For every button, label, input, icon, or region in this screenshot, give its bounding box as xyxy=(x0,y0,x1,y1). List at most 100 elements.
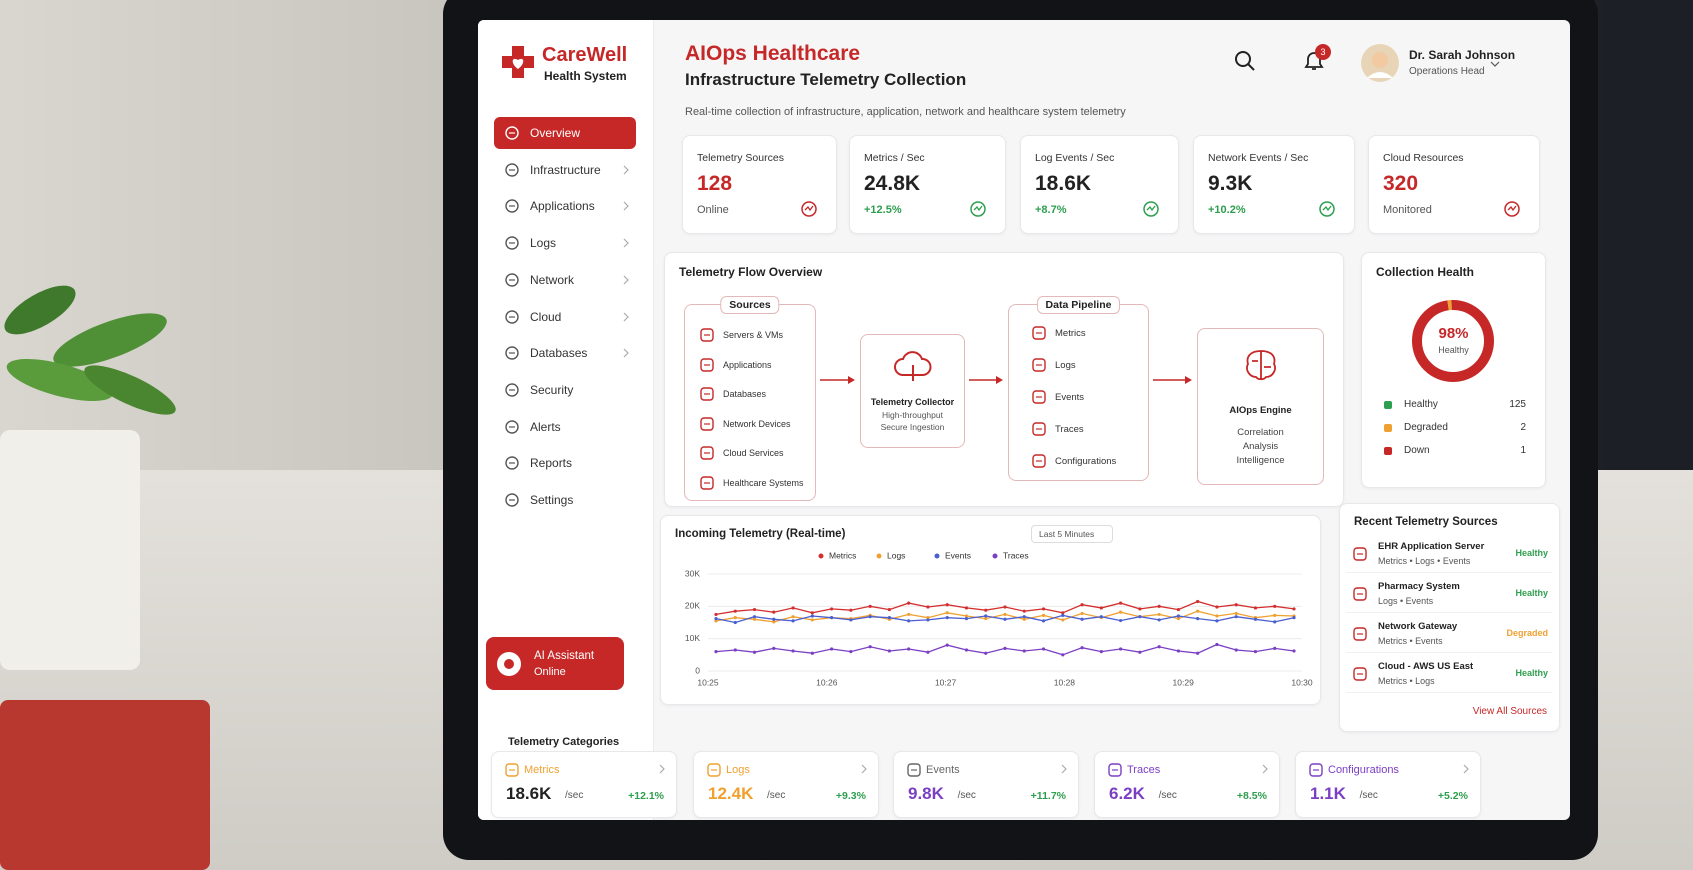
icon-shape xyxy=(1108,763,1122,777)
chevron xyxy=(623,165,629,175)
plant-pot xyxy=(0,430,140,670)
series-point xyxy=(1196,651,1200,655)
recent-row[interactable]: Network Gateway Metrics • Events Degraded xyxy=(1346,616,1552,653)
kpi-icon xyxy=(801,201,817,217)
engine-box: AIOps Engine Correlation Analysis Intellige… xyxy=(1197,328,1324,485)
recent-panel: Recent Telemetry Sources EHR Application … xyxy=(1339,503,1560,732)
recent-name: Pharmacy System xyxy=(1378,581,1460,592)
engine-line: Correlation xyxy=(1237,427,1284,438)
notebook xyxy=(0,700,210,870)
view-all-link[interactable]: View All Sources xyxy=(1472,706,1547,717)
series-point xyxy=(714,619,718,623)
nav-item[interactable]: Logs xyxy=(494,227,636,259)
series-point xyxy=(887,649,891,653)
recent-name: Network Gateway xyxy=(1378,621,1458,632)
x-tick-label: 10:26 xyxy=(816,677,838,687)
health-percent: 98% xyxy=(1438,325,1469,342)
user-role: Operations Head xyxy=(1409,66,1485,77)
ai-icon xyxy=(497,652,521,676)
series-point xyxy=(964,617,969,621)
series-point xyxy=(791,619,795,623)
icon-shape xyxy=(1353,667,1367,681)
nav-label: Applications xyxy=(530,199,595,214)
category-icon xyxy=(907,763,921,777)
category-card: Configurations 1.1K/sec +5.2% xyxy=(1295,751,1481,818)
chevron-shape xyxy=(1463,764,1469,774)
nav-label: Logs xyxy=(530,236,557,251)
series-point xyxy=(714,617,718,621)
series-point xyxy=(1041,619,1046,623)
series-point xyxy=(1119,647,1123,651)
nav-label: Security xyxy=(530,382,574,397)
recent-row[interactable]: Cloud - AWS US East Metrics • Logs Healthy xyxy=(1346,656,1552,693)
source-label: Servers & VMs xyxy=(723,330,784,340)
legend-count: 1 xyxy=(1520,445,1526,456)
source-label: Applications xyxy=(723,359,772,370)
range-select[interactable]: Last 5 Minutes xyxy=(1031,525,1114,543)
nav-item[interactable]: Network xyxy=(494,264,636,296)
series-point xyxy=(1041,613,1046,617)
kpi-value: 18.6K xyxy=(1035,172,1092,195)
nav-icon xyxy=(505,273,519,287)
source-icon xyxy=(700,475,714,490)
category-name: Metrics xyxy=(524,764,560,776)
series-point xyxy=(1138,607,1142,611)
nav-item[interactable]: Settings xyxy=(494,484,636,516)
recent-icon xyxy=(1353,667,1367,681)
plant xyxy=(4,285,176,415)
series-point xyxy=(752,615,757,619)
icon-shape xyxy=(707,763,721,777)
header-subtitle: Infrastructure Telemetry Collection xyxy=(685,70,967,89)
series-point xyxy=(810,651,814,655)
icon-shape xyxy=(1032,390,1046,404)
recent-status: Healthy xyxy=(1515,548,1548,558)
x-tick-label: 10:29 xyxy=(1173,677,1195,687)
series-point xyxy=(791,649,795,653)
recent-name: EHR Application Server xyxy=(1378,541,1485,552)
icon-shape xyxy=(700,475,714,490)
kpi-icon-shape xyxy=(804,205,814,212)
nav-label: Overview xyxy=(530,126,581,140)
icon-shape xyxy=(1032,422,1046,436)
chevron-shape xyxy=(659,764,665,774)
chevron xyxy=(659,764,665,774)
avatar xyxy=(1361,44,1399,82)
nav-icon xyxy=(505,456,519,470)
source-label: Databases xyxy=(723,389,767,399)
series-point xyxy=(1215,642,1219,647)
series-point xyxy=(984,651,988,655)
categories-title: Telemetry Categories xyxy=(508,736,620,748)
series-point xyxy=(810,618,814,622)
recent-row[interactable]: Pharmacy System Logs • Events Healthy xyxy=(1346,576,1552,613)
nav-item[interactable]: Databases xyxy=(494,337,636,369)
nav-item[interactable]: Applications xyxy=(494,190,636,222)
series-point xyxy=(733,609,737,613)
nav-icon xyxy=(505,493,519,507)
series-point xyxy=(1176,649,1180,653)
nav-item[interactable]: Security xyxy=(494,374,636,406)
nav-item[interactable]: Cloud xyxy=(494,301,636,333)
category-change: +8.5% xyxy=(1236,790,1267,802)
series-point xyxy=(849,650,853,654)
series-point xyxy=(1003,612,1007,617)
nav-item[interactable]: Alerts xyxy=(494,411,636,443)
category-icon xyxy=(1108,763,1122,777)
series-point xyxy=(830,647,834,651)
recent-name: Cloud - AWS US East xyxy=(1378,661,1474,672)
nav-item[interactable]: Reports xyxy=(494,447,636,479)
series-point xyxy=(1003,617,1007,621)
nav-item[interactable]: Overview xyxy=(494,117,636,149)
icon-shape xyxy=(1032,454,1046,468)
logo-icon xyxy=(502,46,534,78)
nav-item[interactable]: Infrastructure xyxy=(494,154,636,186)
recent-icon xyxy=(1353,627,1367,641)
series-point xyxy=(1061,613,1065,617)
category-card: Events 9.8K/sec +11.7% xyxy=(893,751,1079,818)
recent-row[interactable]: EHR Application Server Metrics • Logs • E… xyxy=(1346,536,1552,573)
series-point xyxy=(984,608,988,612)
series-point xyxy=(1273,646,1277,650)
series-point xyxy=(772,620,776,624)
ai-assistant[interactable]: AI Assistant Online xyxy=(486,637,624,690)
recent-status: Healthy xyxy=(1515,588,1548,598)
